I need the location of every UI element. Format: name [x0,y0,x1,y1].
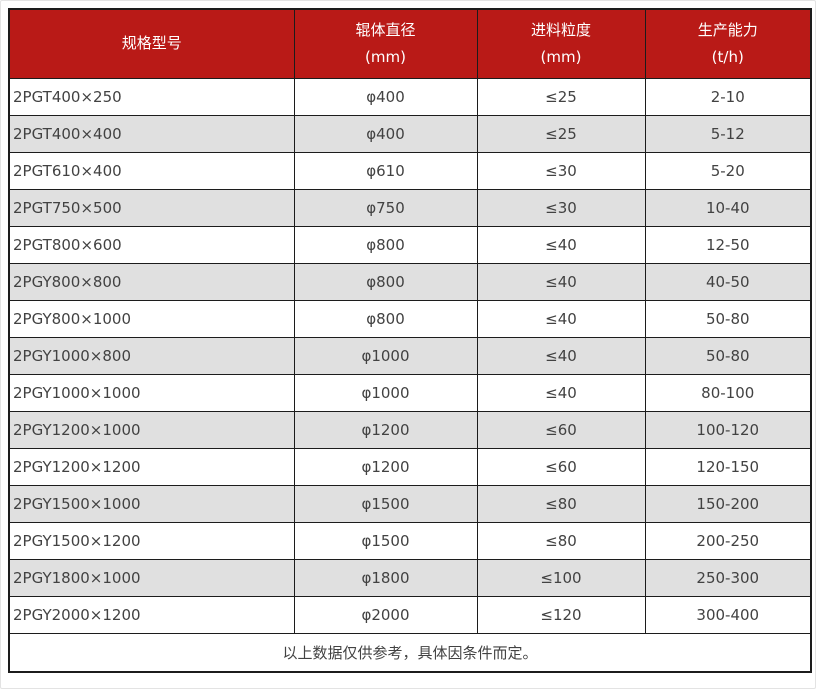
table-row: 2PGY1000×800 φ1000 ≤40 50-80 [8,336,812,375]
table-row: 2PGT400×250 φ400 ≤25 2-10 [8,77,812,116]
cell-roller-diameter: φ2000 [293,595,478,634]
cell-capacity: 100-120 [644,410,812,449]
cell-feed-size: ≤120 [476,595,646,634]
cell-feed-size: ≤60 [476,447,646,486]
cell-model: 2PGT400×250 [8,77,295,116]
header-title: 生产能力 [697,20,758,39]
cell-capacity: 120-150 [644,447,812,486]
cell-roller-diameter: φ1200 [293,447,478,486]
cell-feed-size: ≤80 [476,484,646,523]
cell-model: 2PGY800×800 [8,262,295,301]
cell-model: 2PGY800×1000 [8,299,295,338]
cell-capacity: 250-300 [644,558,812,597]
cell-roller-diameter: φ800 [293,262,478,301]
cell-roller-diameter: φ1000 [293,373,478,412]
cell-capacity: 300-400 [644,595,812,634]
cell-roller-diameter: φ1200 [293,410,478,449]
cell-model: 2PGY1000×1000 [8,373,295,412]
cell-feed-size: ≤80 [476,521,646,560]
cell-feed-size: ≤40 [476,299,646,338]
cell-capacity: 5-12 [644,114,812,153]
table-row: 2PGY1800×1000 φ1800 ≤100 250-300 [8,558,812,597]
col-header-roller-diameter: 辊体直径 (mm) [293,8,478,79]
cell-roller-diameter: φ1500 [293,521,478,560]
table-row: 2PGY1500×1000 φ1500 ≤80 150-200 [8,484,812,523]
cell-roller-diameter: φ1800 [293,558,478,597]
cell-model: 2PGT750×500 [8,188,295,227]
table-row: 2PGT800×600 φ800 ≤40 12-50 [8,225,812,264]
cell-capacity: 40-50 [644,262,812,301]
cell-feed-size: ≤60 [476,410,646,449]
cell-feed-size: ≤25 [476,77,646,116]
cell-model: 2PGT800×600 [8,225,295,264]
cell-roller-diameter: φ800 [293,225,478,264]
table-row: 2PGY1500×1200 φ1500 ≤80 200-250 [8,521,812,560]
table-row: 2PGY1200×1000 φ1200 ≤60 100-120 [8,410,812,449]
table-row: 2PGT610×400 φ610 ≤30 5-20 [8,151,812,190]
header-unit: (mm) [365,47,406,66]
cell-capacity: 50-80 [644,299,812,338]
cell-model: 2PGY1800×1000 [8,558,295,597]
cell-model: 2PGT610×400 [8,151,295,190]
cell-capacity: 5-20 [644,151,812,190]
cell-capacity: 150-200 [644,484,812,523]
header-title: 进料粒度 [530,20,591,39]
cell-capacity: 12-50 [644,225,812,264]
cell-roller-diameter: φ610 [293,151,478,190]
cell-model: 2PGY1000×800 [8,336,295,375]
table-row: 2PGY2000×1200 φ2000 ≤120 300-400 [8,595,812,634]
header-row: 规格型号 辊体直径 (mm) 进料粒度 (mm) 生产能力 (t/h) [8,8,812,79]
col-header-feed-size: 进料粒度 (mm) [476,8,646,79]
header-unit: (mm) [540,47,582,66]
cell-feed-size: ≤30 [476,188,646,227]
cell-roller-diameter: φ800 [293,299,478,338]
spec-table: 规格型号 辊体直径 (mm) 进料粒度 (mm) 生产能力 (t/h) 2PGT… [8,8,812,673]
cell-roller-diameter: φ1500 [293,484,478,523]
cell-model: 2PGY1200×1200 [8,447,295,486]
col-header-model: 规格型号 [8,8,295,79]
cell-model: 2PGY1500×1200 [8,521,295,560]
cell-roller-diameter: φ750 [293,188,478,227]
col-header-capacity: 生产能力 (t/h) [644,8,812,79]
header-title: 辊体直径 [355,20,416,39]
table-row: 2PGT400×400 φ400 ≤25 5-12 [8,114,812,153]
cell-feed-size: ≤30 [476,151,646,190]
table-row: 2PGY1200×1200 φ1200 ≤60 120-150 [8,447,812,486]
cell-capacity: 10-40 [644,188,812,227]
cell-feed-size: ≤40 [476,336,646,375]
cell-feed-size: ≤25 [476,114,646,153]
cell-roller-diameter: φ1000 [293,336,478,375]
table-row: 2PGY800×1000 φ800 ≤40 50-80 [8,299,812,338]
cell-capacity: 200-250 [644,521,812,560]
cell-roller-diameter: φ400 [293,114,478,153]
cell-feed-size: ≤40 [476,225,646,264]
cell-model: 2PGY1500×1000 [8,484,295,523]
footnote-row: 以上数据仅供参考，具体因条件而定。 [8,632,812,673]
table-row: 2PGT750×500 φ750 ≤30 10-40 [8,188,812,227]
cell-capacity: 2-10 [644,77,812,116]
cell-capacity: 50-80 [644,336,812,375]
cell-capacity: 80-100 [644,373,812,412]
cell-feed-size: ≤100 [476,558,646,597]
footnote: 以上数据仅供参考，具体因条件而定。 [8,632,812,673]
cell-roller-diameter: φ400 [293,77,478,116]
cell-feed-size: ≤40 [476,373,646,412]
header-unit: (t/h) [711,47,744,66]
table-row: 2PGY1000×1000 φ1000 ≤40 80-100 [8,373,812,412]
table-row: 2PGY800×800 φ800 ≤40 40-50 [8,262,812,301]
cell-model: 2PGY1200×1000 [8,410,295,449]
cell-feed-size: ≤40 [476,262,646,301]
header-title: 规格型号 [121,34,182,53]
cell-model: 2PGY2000×1200 [8,595,295,634]
cell-model: 2PGT400×400 [8,114,295,153]
